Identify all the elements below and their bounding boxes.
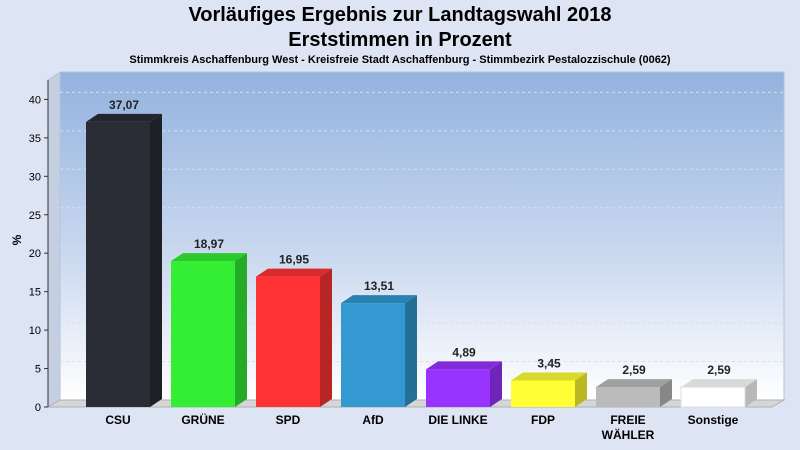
y-tick-label: 5	[35, 364, 41, 376]
bar-side	[320, 268, 332, 407]
bar-side	[150, 113, 162, 407]
chart-title: Vorläufiges Ergebnis zur Landtagswahl 20…	[188, 4, 612, 26]
bar	[680, 379, 757, 408]
bar-value-label: 37,07	[109, 98, 139, 112]
x-category-label: FREIE	[610, 413, 645, 427]
bar-top	[596, 379, 672, 388]
bar-value-label: 3,45	[537, 356, 561, 370]
bar-front	[596, 387, 660, 407]
y-tick-label: 35	[29, 133, 41, 145]
bar-top	[511, 372, 587, 381]
y-tick-label: 20	[29, 248, 41, 260]
bar-value-label: 16,95	[279, 253, 309, 267]
bar-top	[426, 361, 502, 370]
bar-side	[490, 361, 502, 407]
x-category-label: Sonstige	[688, 413, 739, 427]
y-axis-label: %	[10, 234, 24, 245]
bar	[341, 295, 417, 407]
bar-value-label: 13,51	[364, 279, 394, 293]
x-category-label: CSU	[105, 413, 130, 427]
bar	[171, 253, 247, 407]
chart-subtitle: Erststimmen in Prozent	[288, 29, 512, 51]
x-category-label: DIE LINKE	[428, 413, 487, 427]
bar-front	[426, 369, 490, 407]
y-tick-label: 30	[29, 171, 41, 183]
bar-side	[745, 379, 757, 407]
bar-front	[171, 261, 235, 407]
bar	[256, 268, 332, 407]
bar-top	[681, 379, 757, 388]
bar-side	[405, 295, 417, 407]
y-tick-label: 0	[35, 402, 41, 414]
bar-value-label: 18,97	[194, 237, 224, 251]
y-tick-label: 40	[29, 94, 41, 106]
y-tick-label: 25	[29, 210, 41, 222]
y-tick-label: 10	[29, 325, 41, 337]
bar-value-label: 4,89	[452, 345, 476, 359]
bar-side	[575, 372, 587, 407]
x-category-label: AfD	[362, 413, 384, 427]
bar-value-label: 2,59	[707, 363, 731, 377]
bar-front	[341, 303, 405, 407]
bar-top	[256, 268, 332, 277]
x-category-label: SPD	[276, 413, 301, 427]
y-tick-label: 15	[29, 287, 41, 299]
bar-front	[86, 121, 150, 407]
bar	[426, 361, 502, 407]
bar-front	[256, 276, 320, 407]
x-category-label: FDP	[531, 413, 555, 427]
plot-left-wall	[47, 71, 61, 408]
bar	[511, 372, 587, 407]
x-category-label: GRÜNE	[181, 412, 224, 427]
bar-side	[235, 253, 247, 407]
bar-top	[341, 295, 417, 304]
bar-top	[86, 113, 162, 122]
bar-front	[511, 380, 575, 407]
plot-back-wall	[59, 71, 785, 401]
bar-side	[660, 379, 672, 407]
bar-value-label: 2,59	[622, 363, 646, 377]
x-category-label: WÄHLER	[602, 427, 655, 442]
chart-description: Stimmkreis Aschaffenburg West - Kreisfre…	[129, 54, 671, 66]
bar	[596, 379, 672, 407]
bar-front	[680, 386, 746, 408]
bar	[86, 113, 162, 407]
bar-top	[171, 253, 247, 262]
